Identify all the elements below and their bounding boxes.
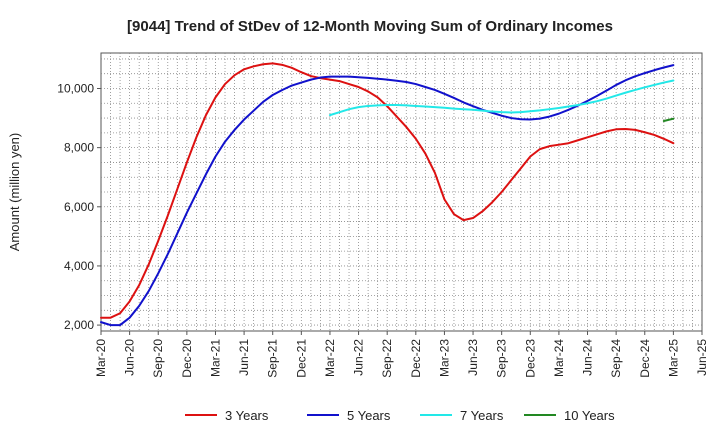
x-tick-label: Sep-21	[266, 339, 280, 378]
series-line-10-years	[662, 117, 675, 123]
chart-title: [9044] Trend of StDev of 12-Month Moving…	[127, 18, 613, 35]
series-lines	[100, 62, 675, 327]
x-tick-label: Jun-22	[352, 339, 366, 376]
x-tick-label: Dec-21	[294, 339, 308, 378]
legend-label: 7 Years	[460, 408, 504, 423]
x-tick-label: Sep-22	[380, 339, 394, 378]
legend-label: 3 Years	[225, 408, 269, 423]
x-tick-label: Dec-22	[409, 339, 423, 378]
x-tick-label: Jun-21	[237, 339, 251, 376]
legend: 3 Years 5 Years 7 Years 10 Years	[185, 408, 615, 423]
x-tick-label: Sep-24	[609, 339, 623, 378]
x-tick-label: Dec-20	[180, 339, 194, 378]
x-tick-label: Dec-24	[638, 339, 652, 378]
x-tick-label: Jun-20	[123, 339, 137, 376]
y-tick-label: 4,000	[64, 259, 94, 273]
legend-label: 10 Years	[564, 408, 615, 423]
series-line-3-years	[100, 62, 675, 319]
y-axis-label: Amount (million yen)	[7, 133, 22, 252]
x-axis: Mar-20 Jun-20 Sep-20 Dec-20 Mar-21 Jun-21 Sep-…	[94, 331, 709, 378]
x-tick-label: Mar-24	[552, 339, 566, 377]
y-tick-label: 6,000	[64, 200, 94, 214]
x-tick-label: Mar-20	[94, 339, 108, 377]
legend-label: 5 Years	[347, 408, 391, 423]
x-tick-label: Sep-23	[495, 339, 509, 378]
x-tick-label: Mar-23	[437, 339, 451, 377]
x-tick-label: Mar-22	[323, 339, 337, 377]
y-tick-label: 10,000	[57, 81, 94, 95]
x-tick-label: Sep-20	[151, 339, 165, 378]
series-line-7-years	[328, 79, 675, 117]
x-tick-label: Mar-21	[208, 339, 222, 377]
x-tick-label: Jun-24	[581, 339, 595, 376]
x-tick-label: Jun-25	[695, 339, 709, 376]
y-tick-label: 2,000	[64, 318, 94, 332]
y-axis: 2,000 4,000 6,000 8,000 10,000	[57, 81, 101, 332]
grid	[101, 53, 702, 331]
x-tick-label: Dec-23	[523, 339, 537, 378]
y-tick-label: 8,000	[64, 141, 94, 155]
x-tick-label: Mar-25	[666, 339, 680, 377]
x-tick-label: Jun-23	[466, 339, 480, 376]
